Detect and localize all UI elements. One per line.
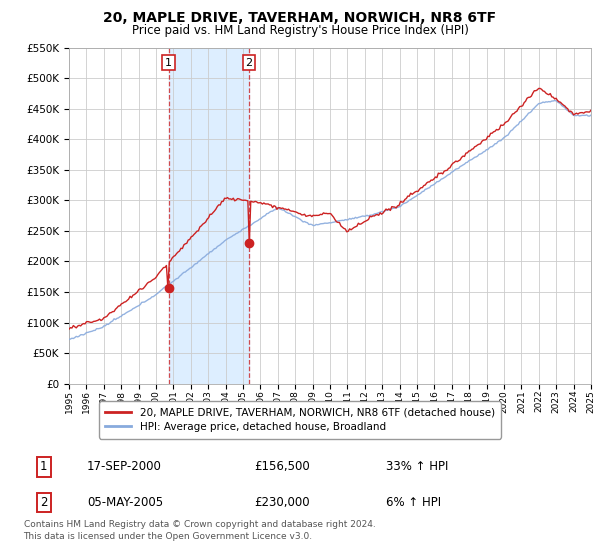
Text: 1: 1 bbox=[165, 58, 172, 68]
Legend: 20, MAPLE DRIVE, TAVERHAM, NORWICH, NR8 6TF (detached house), HPI: Average price: 20, MAPLE DRIVE, TAVERHAM, NORWICH, NR8 … bbox=[99, 402, 501, 438]
Text: Contains HM Land Registry data © Crown copyright and database right 2024.
This d: Contains HM Land Registry data © Crown c… bbox=[23, 520, 375, 542]
Text: £156,500: £156,500 bbox=[254, 460, 310, 473]
Text: 05-MAY-2005: 05-MAY-2005 bbox=[87, 496, 163, 509]
Text: 20, MAPLE DRIVE, TAVERHAM, NORWICH, NR8 6TF: 20, MAPLE DRIVE, TAVERHAM, NORWICH, NR8 … bbox=[103, 11, 497, 25]
Text: 1: 1 bbox=[40, 460, 47, 473]
Bar bbox=[169, 48, 249, 384]
Text: 2: 2 bbox=[245, 58, 253, 68]
Text: 33% ↑ HPI: 33% ↑ HPI bbox=[386, 460, 449, 473]
Text: 6% ↑ HPI: 6% ↑ HPI bbox=[386, 496, 442, 509]
Text: £230,000: £230,000 bbox=[254, 496, 310, 509]
Text: 17-SEP-2000: 17-SEP-2000 bbox=[87, 460, 162, 473]
Text: Price paid vs. HM Land Registry's House Price Index (HPI): Price paid vs. HM Land Registry's House … bbox=[131, 24, 469, 36]
Text: 2: 2 bbox=[40, 496, 47, 509]
